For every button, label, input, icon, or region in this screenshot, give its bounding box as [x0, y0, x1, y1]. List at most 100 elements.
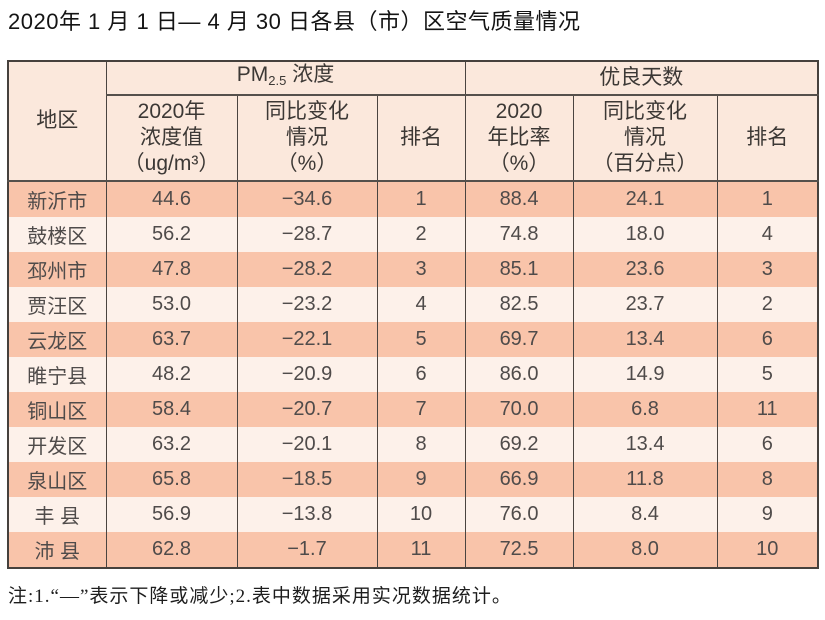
- table-row: 开发区 63.2 −20.1 8 69.2 13.4 6: [7, 427, 819, 462]
- cell-pm-value: 56.9: [105, 497, 238, 532]
- cell-gd-rank: 8: [716, 462, 819, 497]
- cell-gd-rate: 85.1: [464, 252, 574, 287]
- table-row: 云龙区 63.7 −22.1 5 69.7 13.4 6: [7, 322, 819, 357]
- cell-gd-change: 24.1: [572, 181, 718, 217]
- header-gd-rank: 排名: [716, 95, 819, 182]
- cell-pm-value: 62.8: [105, 532, 238, 568]
- table-header: 地区 PM2.5 浓度 优良天数 2020年 浓度值 （ug/m³） 同比变化 …: [7, 61, 819, 182]
- table-row: 铜山区 58.4 −20.7 7 70.0 6.8 11: [7, 392, 819, 427]
- cell-gd-rate: 72.5: [464, 532, 574, 568]
- table-row: 贾汪区 53.0 −23.2 4 82.5 23.7 2: [7, 287, 819, 322]
- cell-pm-change: −34.6: [236, 181, 378, 217]
- cell-pm-change: −28.7: [236, 217, 378, 252]
- cell-pm-rank: 9: [376, 462, 466, 497]
- cell-gd-change: 14.9: [572, 357, 718, 392]
- table-row: 鼓楼区 56.2 −28.7 2 74.8 18.0 4: [7, 217, 819, 252]
- cell-gd-rate: 86.0: [464, 357, 574, 392]
- air-quality-table: 地区 PM2.5 浓度 优良天数 2020年 浓度值 （ug/m³） 同比变化 …: [7, 60, 820, 569]
- cell-gd-change: 11.8: [572, 462, 718, 497]
- cell-gd-change: 8.0: [572, 532, 718, 568]
- cell-region: 邳州市: [7, 252, 107, 287]
- header-sub-row: 2020年 浓度值 （ug/m³） 同比变化 情况 （%） 排名 2020 年比…: [8, 95, 819, 182]
- cell-gd-rate: 88.4: [464, 181, 574, 217]
- cell-gd-rate: 69.7: [464, 322, 574, 357]
- table-row: 邳州市 47.8 −28.2 3 85.1 23.6 3: [7, 252, 819, 287]
- cell-pm-value: 47.8: [105, 252, 238, 287]
- header-pm-change: 同比变化 情况 （%）: [236, 95, 378, 182]
- table-row: 新沂市 44.6 −34.6 1 88.4 24.1 1: [7, 181, 819, 217]
- cell-pm-change: −20.7: [236, 392, 378, 427]
- cell-gd-rank: 3: [716, 252, 819, 287]
- header-pm-value: 2020年 浓度值 （ug/m³）: [105, 95, 238, 182]
- cell-gd-change: 18.0: [572, 217, 718, 252]
- cell-gd-change: 6.8: [572, 392, 718, 427]
- footnote: 注:1.“—”表示下降或减少;2.表中数据采用实况数据统计。: [8, 586, 512, 607]
- cell-gd-rank: 10: [716, 532, 819, 568]
- header-good-days-group: 优良天数: [464, 61, 819, 96]
- cell-gd-rate: 76.0: [464, 497, 574, 532]
- cell-gd-rate: 66.9: [464, 462, 574, 497]
- table-row: 沛 县 62.8 −1.7 11 72.5 8.0 10: [7, 532, 819, 568]
- page-title: 2020年 1 月 1 日— 4 月 30 日各县（市）区空气质量情况: [8, 9, 581, 34]
- cell-gd-rank: 6: [716, 322, 819, 357]
- cell-pm-value: 56.2: [105, 217, 238, 252]
- header-group-row: 地区 PM2.5 浓度 优良天数: [7, 61, 819, 182]
- cell-pm-rank: 3: [376, 252, 466, 287]
- table-row: 泉山区 65.8 −18.5 9 66.9 11.8 8: [7, 462, 819, 497]
- cell-gd-rank: 2: [716, 287, 819, 322]
- cell-gd-change: 13.4: [572, 427, 718, 462]
- cell-pm-value: 63.7: [105, 322, 238, 357]
- pm25-label-subscript: 2.5: [268, 73, 287, 88]
- cell-pm-rank: 11: [376, 532, 466, 568]
- cell-gd-change: 23.6: [572, 252, 718, 287]
- cell-pm-rank: 7: [376, 392, 466, 427]
- cell-pm-change: −23.2: [236, 287, 378, 322]
- cell-gd-change: 8.4: [572, 497, 718, 532]
- cell-gd-rate: 70.0: [464, 392, 574, 427]
- cell-region: 铜山区: [7, 392, 107, 427]
- cell-pm-value: 44.6: [105, 181, 238, 217]
- header-region: 地区: [7, 61, 107, 182]
- cell-gd-rate: 74.8: [464, 217, 574, 252]
- cell-gd-change: 13.4: [572, 322, 718, 357]
- header-gd-rate: 2020 年比率 （%）: [464, 95, 574, 182]
- cell-gd-rank: 6: [716, 427, 819, 462]
- cell-region: 睢宁县: [7, 357, 107, 392]
- cell-gd-rank: 4: [716, 217, 819, 252]
- table-row: 睢宁县 48.2 −20.9 6 86.0 14.9 5: [7, 357, 819, 392]
- cell-gd-rank: 5: [716, 357, 819, 392]
- cell-region: 泉山区: [7, 462, 107, 497]
- cell-pm-rank: 2: [376, 217, 466, 252]
- cell-pm-value: 63.2: [105, 427, 238, 462]
- cell-region: 开发区: [7, 427, 107, 462]
- cell-gd-change: 23.7: [572, 287, 718, 322]
- cell-pm-rank: 4: [376, 287, 466, 322]
- cell-region: 沛 县: [7, 532, 107, 568]
- cell-pm-change: −20.9: [236, 357, 378, 392]
- header-pm25-group: PM2.5 浓度: [105, 61, 466, 96]
- header-gd-change: 同比变化 情况 （百分点）: [572, 95, 718, 182]
- table-body: 新沂市 44.6 −34.6 1 88.4 24.1 1 鼓楼区 56.2 −2…: [7, 181, 819, 568]
- cell-pm-rank: 6: [376, 357, 466, 392]
- cell-gd-rank: 1: [716, 181, 819, 217]
- cell-pm-value: 53.0: [105, 287, 238, 322]
- cell-pm-value: 65.8: [105, 462, 238, 497]
- cell-gd-rank: 11: [716, 392, 819, 427]
- cell-pm-rank: 1: [376, 181, 466, 217]
- cell-pm-change: −1.7: [236, 532, 378, 568]
- cell-pm-change: −18.5: [236, 462, 378, 497]
- cell-pm-value: 58.4: [105, 392, 238, 427]
- cell-region: 鼓楼区: [7, 217, 107, 252]
- table-row: 丰 县 56.9 −13.8 10 76.0 8.4 9: [7, 497, 819, 532]
- cell-pm-rank: 10: [376, 497, 466, 532]
- cell-gd-rate: 69.2: [464, 427, 574, 462]
- cell-region: 贾汪区: [7, 287, 107, 322]
- cell-region: 新沂市: [7, 181, 107, 217]
- cell-pm-rank: 8: [376, 427, 466, 462]
- pm25-label-suffix: 浓度: [286, 63, 335, 86]
- cell-pm-change: −22.1: [236, 322, 378, 357]
- cell-pm-rank: 5: [376, 322, 466, 357]
- cell-gd-rank: 9: [716, 497, 819, 532]
- cell-pm-change: −13.8: [236, 497, 378, 532]
- pm25-label-prefix: PM: [236, 63, 269, 86]
